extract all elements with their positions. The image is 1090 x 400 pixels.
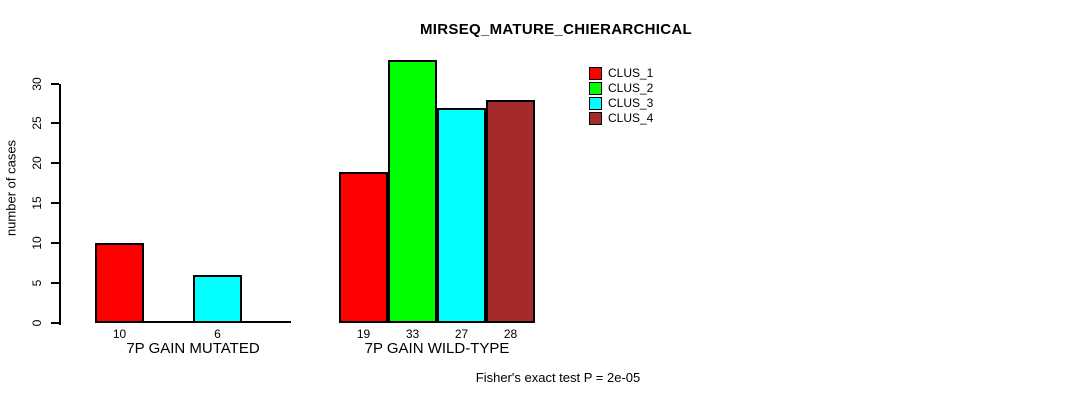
bar-clus-1-7p-gain-wild-type — [339, 172, 388, 323]
y-axis-line — [59, 84, 61, 325]
bar-clus-1-7p-gain-mutated — [95, 243, 144, 323]
x-group-label-7p-gain-mutated: 7P GAIN MUTATED — [126, 340, 260, 357]
bar-value-label: 27 — [454, 327, 469, 341]
bar-value-label: 33 — [405, 327, 420, 341]
y-tick-label: 0 — [30, 319, 44, 327]
chart-title: MIRSEQ_MATURE_CHIERARCHICAL — [420, 21, 692, 38]
y-tick-mark — [51, 122, 59, 124]
y-tick-mark — [51, 162, 59, 164]
bar-clus-3-7p-gain-wild-type — [437, 108, 486, 323]
annotation-fisher-test: Fisher's exact test P = 2e-05 — [475, 370, 641, 385]
y-tick-mark — [51, 322, 59, 324]
y-tick-label: 15 — [30, 196, 44, 210]
bar-value-label: 19 — [356, 327, 371, 341]
bar-clus-2-7p-gain-wild-type — [388, 60, 437, 323]
y-tick-mark — [51, 282, 59, 284]
legend-item-label: CLUS_1 — [608, 66, 654, 80]
bar-value-label: 10 — [112, 327, 127, 341]
legend-swatch-icon — [589, 112, 602, 125]
y-axis-label: number of cases — [3, 139, 19, 237]
legend-swatch-icon — [589, 82, 602, 95]
legend-item-label: CLUS_3 — [608, 96, 654, 110]
legend-item-label: CLUS_4 — [608, 111, 654, 125]
bar-clus-4-7p-gain-wild-type — [486, 100, 535, 323]
y-tick-label: 10 — [30, 236, 44, 250]
legend: CLUS_1 CLUS_2 CLUS_3 CLUS_4 — [589, 66, 653, 126]
legend-item-clus-2: CLUS_2 — [589, 81, 653, 96]
y-tick-mark — [51, 242, 59, 244]
y-tick-label: 20 — [30, 156, 44, 170]
y-tick-mark — [51, 83, 59, 85]
y-tick-label: 5 — [30, 279, 44, 287]
y-tick-label: 30 — [30, 77, 44, 91]
legend-item-clus-3: CLUS_3 — [589, 96, 653, 111]
legend-item-label: CLUS_2 — [608, 81, 654, 95]
legend-item-clus-1: CLUS_1 — [589, 66, 653, 81]
legend-swatch-icon — [589, 67, 602, 80]
bar-clus-3-7p-gain-mutated — [193, 275, 242, 323]
y-tick-mark — [51, 202, 59, 204]
x-group-label-7p-gain-wild-type: 7P GAIN WILD-TYPE — [364, 340, 510, 357]
y-tick-label: 25 — [30, 116, 44, 130]
bar-value-label: 6 — [214, 327, 221, 341]
bar-value-label: 28 — [503, 327, 518, 341]
legend-item-clus-4: CLUS_4 — [589, 111, 653, 126]
legend-swatch-icon — [589, 97, 602, 110]
